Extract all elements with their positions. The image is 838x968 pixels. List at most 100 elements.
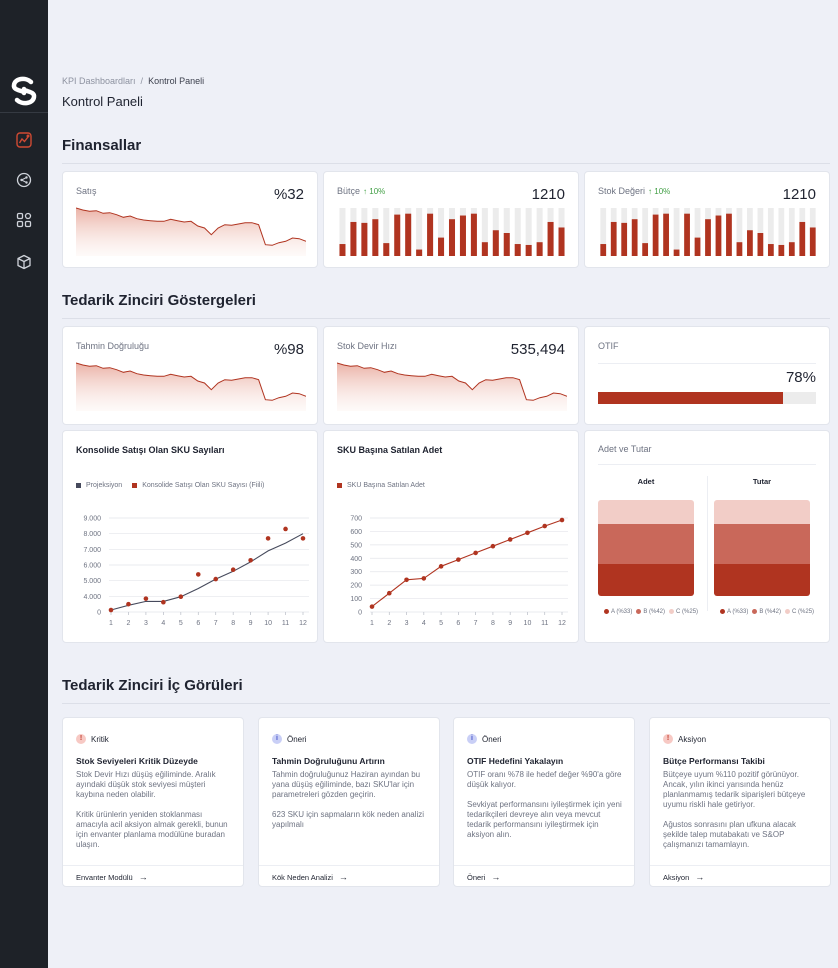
stack-legend: A (%33) B (%42) C (%25) bbox=[604, 609, 702, 615]
alert-icon: ! bbox=[663, 734, 673, 744]
bar bbox=[715, 215, 722, 256]
stack-legend: A (%33) B (%42) C (%25) bbox=[720, 609, 818, 615]
bar bbox=[673, 249, 680, 256]
x-tick-label: 1 bbox=[370, 620, 374, 627]
data-point bbox=[369, 604, 375, 609]
stack-segment-c bbox=[598, 500, 694, 524]
chart-card-sku-count: Konsolide Satışı Olan SKU Sayıları Proje… bbox=[62, 430, 318, 643]
data-point bbox=[386, 590, 392, 596]
x-tick-label: 8 bbox=[231, 620, 235, 627]
nav-box-icon[interactable] bbox=[12, 250, 36, 274]
bar-background bbox=[525, 208, 532, 256]
kpi-value: 78% bbox=[785, 369, 816, 386]
kpi-value: %32 bbox=[273, 186, 304, 203]
insight-card: i Öneri Tahmin Doğruluğunu Artırın Tahmin d… bbox=[258, 717, 440, 887]
legend-dot bbox=[636, 609, 642, 614]
bar-background bbox=[536, 208, 543, 256]
data-point bbox=[126, 601, 131, 607]
otif-progress-track bbox=[598, 392, 816, 404]
bar bbox=[663, 213, 669, 256]
bar-background bbox=[788, 208, 795, 256]
bar-background bbox=[673, 208, 680, 256]
insight-tag-label: Öneri bbox=[287, 734, 307, 744]
y-tick-label: 0 bbox=[358, 610, 362, 617]
otif-progress-fill bbox=[598, 392, 784, 404]
breadcrumb-separator: / bbox=[140, 76, 144, 86]
y-tick-label: 200 bbox=[350, 583, 362, 590]
insight-body: OTIF oranı %78 ile hedef değer %90'a gör… bbox=[467, 770, 625, 850]
insight-tag: i Öneri bbox=[467, 734, 502, 744]
data-point bbox=[456, 557, 461, 562]
insight-link[interactable]: Aksiyon → bbox=[663, 872, 704, 882]
bar bbox=[547, 221, 554, 256]
bar bbox=[372, 219, 379, 256]
sidebar-divider bbox=[0, 112, 48, 113]
x-tick-label: 11 bbox=[282, 620, 289, 627]
kpi-value: 535,494 bbox=[510, 341, 565, 358]
breadcrumb: KPI Dashboardları / Kontrol Paneli bbox=[62, 76, 204, 86]
chart-title: SKU Başına Satılan Adet bbox=[337, 445, 443, 455]
insight-tag: ! Aksiyon bbox=[663, 734, 706, 744]
legend-dot bbox=[720, 609, 725, 614]
x-tick-label: 2 bbox=[387, 620, 391, 627]
stack-legend-item: C (%25) bbox=[669, 609, 698, 615]
kpi-value: 1210 bbox=[531, 186, 565, 203]
data-point bbox=[265, 536, 271, 541]
kpi-label-text: Bütçe bbox=[337, 186, 361, 196]
x-tick-label: 5 bbox=[179, 620, 183, 627]
kpi-label: Satış bbox=[76, 186, 97, 196]
stack-column-title: Adet bbox=[637, 477, 655, 486]
alert-icon: ! bbox=[76, 734, 86, 744]
insight-paragraph: Stok Devir Hızı düşüş eğiliminde. Aralık… bbox=[76, 770, 216, 799]
bar bbox=[492, 230, 499, 256]
data-point bbox=[525, 530, 530, 536]
data-point bbox=[490, 543, 496, 549]
insight-link[interactable]: Öneri → bbox=[467, 872, 500, 882]
y-tick-label: 9.000 bbox=[83, 516, 101, 523]
bar-background bbox=[694, 208, 701, 256]
legend-label: A (%33) bbox=[727, 609, 749, 615]
kpi-card-sales: Satış %32 bbox=[62, 171, 318, 268]
data-point bbox=[283, 526, 288, 532]
insight-tag-label: Kritik bbox=[91, 734, 109, 744]
nav-activity-chart-icon[interactable] bbox=[12, 128, 36, 152]
insight-link[interactable]: Envanter Modülü → bbox=[76, 872, 148, 882]
bar bbox=[448, 219, 456, 256]
x-tick-label: 7 bbox=[474, 620, 478, 627]
breadcrumb-root[interactable]: KPI Dashboardları bbox=[62, 76, 136, 86]
y-tick-label: 600 bbox=[350, 529, 362, 536]
x-tick-label: 7 bbox=[214, 620, 218, 627]
data-point bbox=[404, 577, 409, 583]
kpi-card-forecast-accuracy: Tahmin Doğruluğu %98 bbox=[62, 326, 318, 425]
nav-grid-apps-icon[interactable] bbox=[12, 208, 36, 232]
bar-background bbox=[767, 208, 774, 256]
data-point bbox=[559, 517, 565, 523]
bar bbox=[470, 213, 477, 256]
bar bbox=[767, 244, 774, 256]
kpi-label: OTIF bbox=[598, 341, 619, 351]
stack-segment-b bbox=[598, 524, 694, 565]
insight-link[interactable]: Kök Neden Analizi → bbox=[272, 872, 348, 882]
insight-paragraph: OTIF oranı %78 ile hedef değer %90'a gör… bbox=[467, 770, 622, 789]
nav-share-icon[interactable] bbox=[12, 168, 36, 192]
insight-title: OTIF Hedefini Yakalayın bbox=[467, 756, 564, 766]
x-tick-label: 12 bbox=[558, 620, 566, 627]
legend-label: C (%25) bbox=[676, 609, 699, 615]
bar bbox=[405, 213, 412, 256]
bar bbox=[747, 230, 753, 256]
bar bbox=[536, 242, 543, 256]
bar bbox=[481, 242, 488, 256]
y-tick-label: 6.000 bbox=[83, 563, 101, 570]
insight-title: Bütçe Performansı Takibi bbox=[663, 756, 765, 766]
insight-paragraph: Kritik ürünlerin yeniden stoklanması ama… bbox=[76, 810, 228, 849]
kpi-label: Tahmin Doğruluğu bbox=[76, 341, 150, 351]
bar bbox=[558, 227, 565, 256]
bar bbox=[610, 221, 617, 256]
y-tick-label: 8.000 bbox=[83, 531, 101, 538]
data-point bbox=[300, 536, 306, 541]
y-tick-label: 7.000 bbox=[83, 547, 101, 554]
x-tick-label: 9 bbox=[508, 620, 512, 627]
bar bbox=[694, 237, 701, 256]
